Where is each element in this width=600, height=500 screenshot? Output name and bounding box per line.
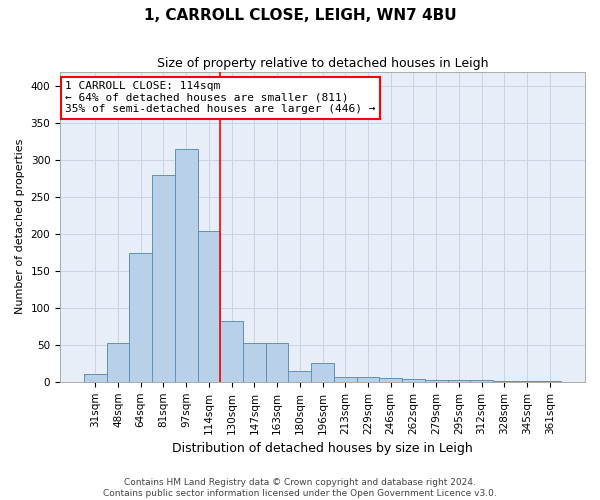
X-axis label: Distribution of detached houses by size in Leigh: Distribution of detached houses by size …: [172, 442, 473, 455]
Text: 1 CARROLL CLOSE: 114sqm
← 64% of detached houses are smaller (811)
35% of semi-d: 1 CARROLL CLOSE: 114sqm ← 64% of detache…: [65, 81, 376, 114]
Text: Contains HM Land Registry data © Crown copyright and database right 2024.
Contai: Contains HM Land Registry data © Crown c…: [103, 478, 497, 498]
Bar: [334, 376, 356, 382]
Title: Size of property relative to detached houses in Leigh: Size of property relative to detached ho…: [157, 58, 488, 70]
Bar: [448, 380, 470, 382]
Bar: [470, 380, 493, 382]
Bar: [152, 175, 175, 382]
Bar: [175, 149, 197, 382]
Bar: [243, 342, 266, 382]
Bar: [107, 342, 130, 382]
Bar: [515, 381, 538, 382]
Bar: [266, 342, 289, 382]
Bar: [402, 379, 425, 382]
Bar: [130, 252, 152, 382]
Bar: [379, 378, 402, 382]
Bar: [220, 320, 243, 382]
Bar: [197, 231, 220, 382]
Bar: [84, 374, 107, 382]
Y-axis label: Number of detached properties: Number of detached properties: [15, 139, 25, 314]
Text: 1, CARROLL CLOSE, LEIGH, WN7 4BU: 1, CARROLL CLOSE, LEIGH, WN7 4BU: [143, 8, 457, 22]
Bar: [493, 381, 515, 382]
Bar: [538, 381, 561, 382]
Bar: [311, 362, 334, 382]
Bar: [356, 376, 379, 382]
Bar: [425, 380, 448, 382]
Bar: [289, 370, 311, 382]
